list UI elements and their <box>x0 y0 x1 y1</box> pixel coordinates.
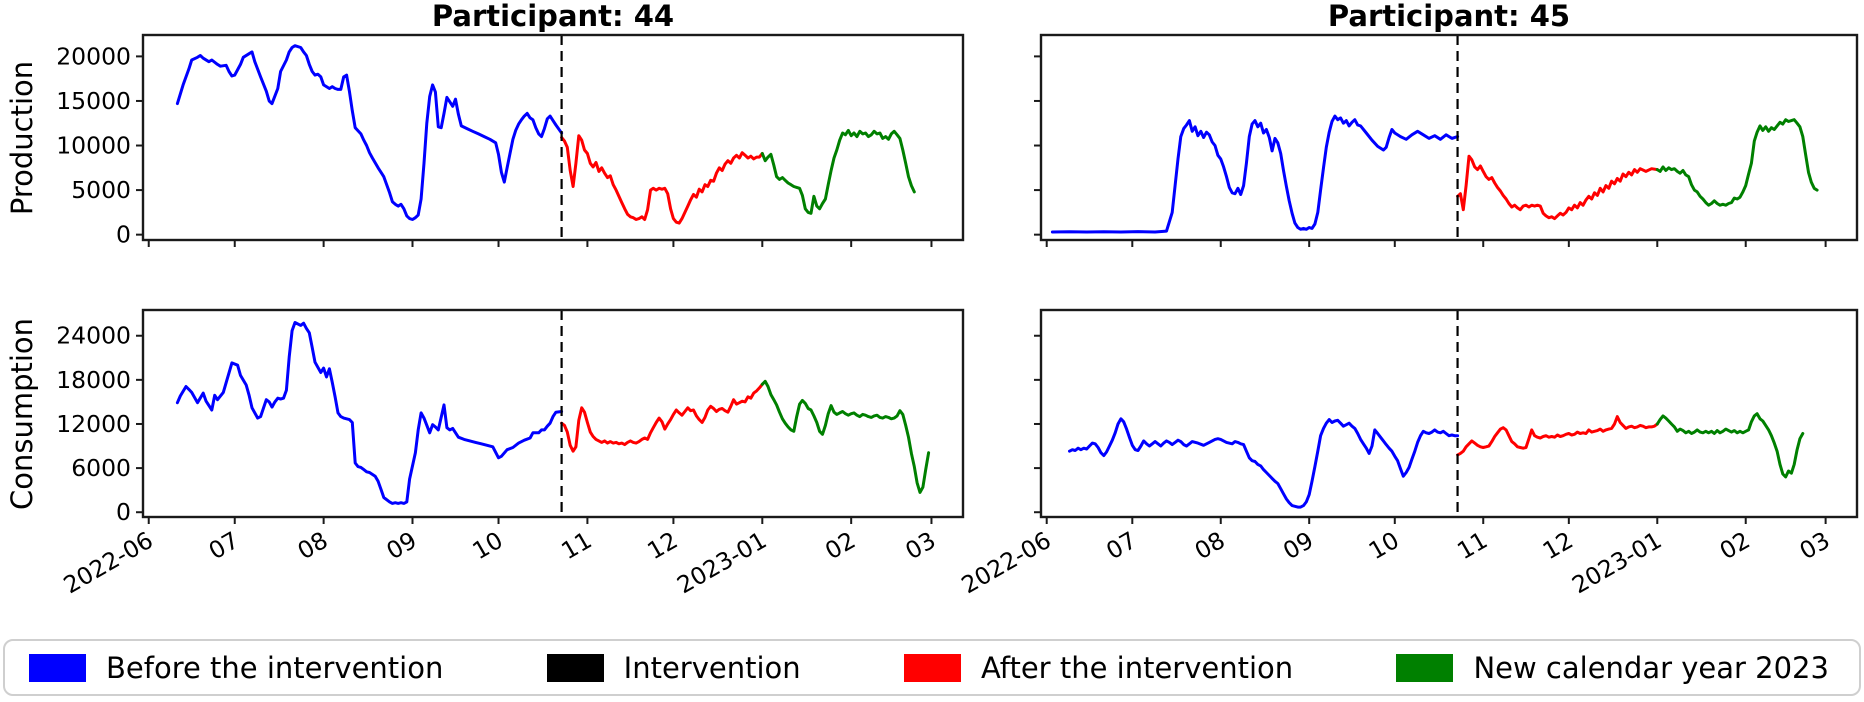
plot-border <box>141 308 965 519</box>
legend-item-intervention: Intervention <box>546 650 801 685</box>
plot-production-participant-44: 0 5000 10000 15000 20000 <box>56 33 965 249</box>
x-tick-label: 07 <box>204 526 244 565</box>
y-tick-label: 5000 <box>71 176 131 204</box>
legend-label-intervention: Intervention <box>623 650 801 685</box>
series-before <box>175 44 564 221</box>
y-tick-label: 18000 <box>56 366 131 394</box>
y-tick-label: 12000 <box>56 410 131 438</box>
x-tick-label: 2022-06 <box>957 526 1056 599</box>
x-tick-label: 10 <box>1364 526 1404 565</box>
legend-swatch-new-calendar-year <box>1396 653 1454 682</box>
series-after <box>560 134 764 225</box>
y-tick-label: 10000 <box>56 132 131 160</box>
x-tick-label: 12 <box>643 526 683 565</box>
plot-consumption-participant-45: 2022-06 07 08 09 10 11 12 2023-01 02 03 <box>957 308 1859 599</box>
series-before <box>1068 417 1460 509</box>
x-tick-label: 08 <box>1190 526 1230 565</box>
legend-label-before-intervention: Before the intervention <box>106 650 444 685</box>
y-axis-label-production: Production <box>5 60 39 216</box>
x-tick-label: 07 <box>1101 526 1141 565</box>
y-tick-label: 15000 <box>56 87 131 115</box>
legend-item-after-intervention: After the intervention <box>903 650 1294 685</box>
y-tick-label: 24000 <box>56 322 131 350</box>
x-tick-label: 02 <box>820 526 860 565</box>
x-tick-label: 2022-06 <box>59 526 158 599</box>
x-tick-label: 12 <box>1538 526 1578 565</box>
series-newyear <box>760 379 931 494</box>
x-tick-label: 08 <box>293 526 333 565</box>
legend-label-new-calendar-year: New calendar year 2023 <box>1473 650 1829 685</box>
series-after <box>560 382 764 453</box>
series-before <box>175 321 564 505</box>
chart-title-participant-45: Participant: 45 <box>1327 0 1571 33</box>
legend-swatch-before-intervention <box>29 653 86 682</box>
series-after <box>1456 154 1659 221</box>
legend-item-before-intervention: Before the intervention <box>29 651 443 685</box>
chart-title-participant-44: Participant: 44 <box>431 0 675 33</box>
x-tick-label: 10 <box>468 526 508 565</box>
x-tick-label: 03 <box>901 526 941 565</box>
x-tick-label: 2023-01 <box>672 526 771 599</box>
legend-swatch-intervention <box>546 653 604 682</box>
plot-border <box>141 33 965 242</box>
legend-label-after-intervention: After the intervention <box>980 650 1294 685</box>
x-tick-label: 03 <box>1795 526 1835 565</box>
series-before <box>1050 114 1460 234</box>
legend: Before the intervention Intervention Aft… <box>3 639 1861 696</box>
legend-swatch-after-intervention <box>903 653 961 682</box>
series-newyear <box>1655 118 1819 207</box>
x-tick-label: 09 <box>1278 526 1318 565</box>
y-tick-label: 0 <box>116 498 131 526</box>
series-after <box>1456 415 1659 457</box>
y-tick-label: 20000 <box>56 42 131 70</box>
plot-production-participant-45 <box>1034 33 1859 247</box>
x-tick-label: 11 <box>1452 526 1492 565</box>
plot-consumption-participant-44: 2022-06 07 08 09 10 11 12 2023-01 02 03 0 6000 12000… <box>56 308 965 599</box>
x-tick-label: 11 <box>557 526 597 565</box>
x-tick-label: 09 <box>382 526 422 565</box>
y-tick-label: 6000 <box>71 454 131 482</box>
series-newyear <box>760 128 916 215</box>
y-axis-label-consumption: Consumption <box>5 317 39 511</box>
x-tick-label: 2023-01 <box>1567 526 1666 599</box>
plot-border <box>1039 33 1859 242</box>
plot-border <box>1039 308 1859 519</box>
legend-item-new-calendar-year: New calendar year 2023 <box>1396 651 1829 685</box>
y-tick-label: 0 <box>116 221 131 249</box>
x-tick-label: 02 <box>1715 526 1755 565</box>
series-newyear <box>1655 412 1805 479</box>
